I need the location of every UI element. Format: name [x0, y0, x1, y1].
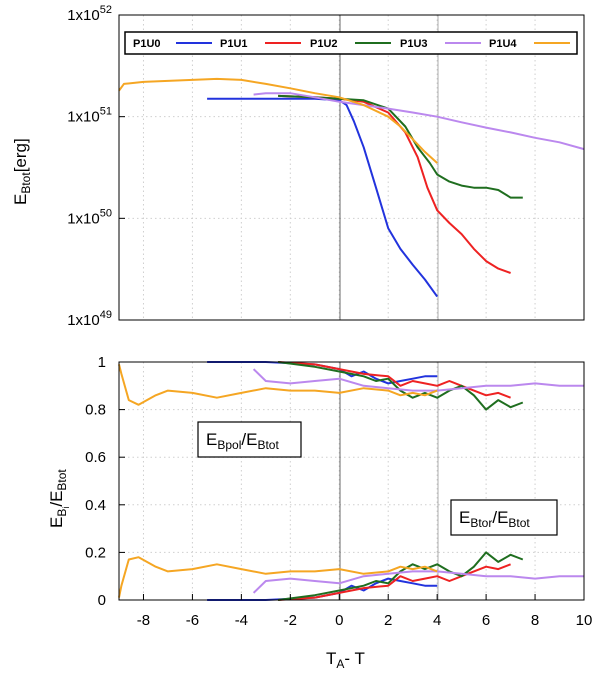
bottom-ytick-label: 0.6: [85, 449, 106, 466]
bottom-ytick-label: 0.2: [85, 544, 106, 561]
legend-label-p1u0: P1U0: [133, 38, 161, 50]
bottom-xtick-label: -8: [137, 612, 150, 629]
bottom-frame: [118, 361, 585, 601]
legend-label-p1u4: P1U4: [489, 38, 517, 50]
legend-label-p1u1: P1U1: [220, 38, 248, 50]
bottom-series-line-5: [277, 551, 524, 601]
legend-label-p1u2: P1U2: [310, 38, 338, 50]
top-legend: P1U0 P1U1 P1U2 P1U3 P1U4: [124, 31, 578, 55]
bottom-panel: 0 0.2 0.4 0.6 0.8 1 -8 -6 -4 -2 0 2 4 6 8 10 EBpol/EBt…: [47, 354, 592, 671]
top-ytick-label: 1x1050: [67, 207, 112, 227]
top-ytick-label: 1x1051: [67, 106, 112, 126]
bottom-xticks: -8 -6 -4 -2 0 2 4 6 8 10: [137, 594, 593, 629]
top-ytick-label: 1x1049: [67, 309, 112, 329]
annotation-btor: EBtor/EBtot: [450, 499, 558, 536]
bottom-xtick-label: 8: [531, 612, 539, 629]
top-panel: 1x1049 1x1050 1x1051 1x1052 P1U0 P1U1 P1U2 …: [11, 4, 585, 329]
bottom-series-line-3: [278, 563, 511, 601]
bottom-ytick-label: 0.8: [85, 402, 106, 419]
bottom-grid: [119, 361, 585, 601]
top-ylabel: EBtot[erg]: [11, 138, 33, 205]
top-series-line-2: [278, 94, 523, 199]
annotation-bpol: EBpol/EBtot: [197, 421, 302, 458]
bottom-series-line-8: [118, 364, 438, 406]
bottom-xtick-label: -4: [235, 612, 248, 629]
bottom-xtick-label: 0: [335, 612, 343, 629]
top-series-line-3: [253, 92, 585, 151]
top-frame: [118, 14, 585, 321]
bottom-xtick-label: 6: [482, 612, 490, 629]
bottom-series-line-2: [278, 361, 511, 399]
bottom-series-line-4: [277, 361, 524, 411]
legend-label-p1u3: P1U3: [400, 38, 428, 50]
top-grid: [119, 14, 585, 321]
bottom-xtick-label: 4: [433, 612, 441, 629]
bottom-xtick-label: 2: [384, 612, 392, 629]
bottom-ytick-label: 1: [98, 354, 106, 371]
bottom-ytick-label: 0.4: [85, 497, 106, 514]
bottom-series-line-6: [252, 368, 584, 392]
bottom-xtick-label: 10: [576, 612, 593, 629]
top-ytick-label: 1x1052: [67, 4, 112, 24]
top-series-line-4: [118, 77, 438, 164]
bottom-series-line-9: [118, 556, 438, 598]
top-series-line-0: [207, 97, 439, 298]
top-series: [118, 77, 585, 298]
bottom-ylabel: EBi/EBtot: [47, 469, 71, 528]
bottom-xtick-label: -6: [186, 612, 199, 629]
top-yticks: 1x1049 1x1050 1x1051 1x1052: [67, 4, 125, 329]
bottom-ytick-label: 0: [98, 592, 106, 609]
bottom-series: [118, 361, 584, 601]
bottom-series-line-7: [252, 570, 584, 594]
bottom-yticks: 0 0.2 0.4 0.6 0.8 1: [85, 354, 125, 609]
bottom-xtick-label: -2: [284, 612, 297, 629]
bottom-xlabel: TA- T: [326, 649, 365, 671]
